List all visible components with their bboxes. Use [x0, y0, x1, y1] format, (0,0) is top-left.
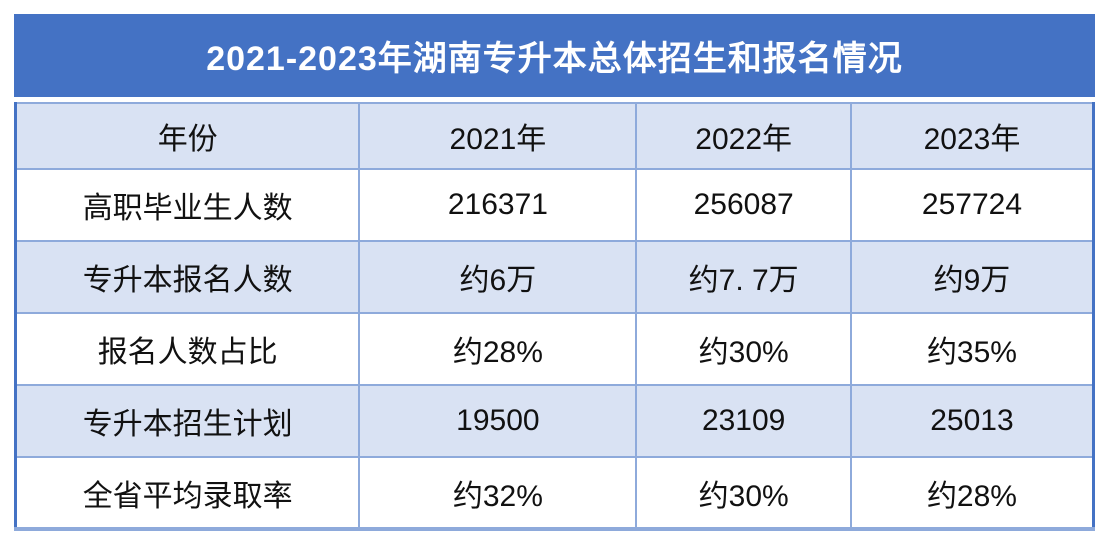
header-cell-2022: 2022年 [635, 102, 852, 170]
header-cell-2023: 2023年 [849, 102, 1095, 170]
table-row-admission-rate: 全省平均录取率 约32% 约30% 约28% [14, 456, 1095, 530]
value-cell: 257724 [849, 168, 1095, 242]
row-label-graduates: 高职毕业生人数 [14, 168, 361, 242]
header-row: 年份 2021年 2022年 2023年 [14, 102, 1095, 170]
value-cell: 约30% [635, 456, 852, 530]
table-row-enrollment-plan: 专升本招生计划 19500 23109 25013 [14, 384, 1095, 458]
row-label-applicants: 专升本报名人数 [14, 240, 361, 314]
value-cell: 约28% [849, 456, 1095, 530]
header-cell-year: 年份 [14, 102, 361, 170]
value-cell: 256087 [635, 168, 852, 242]
value-cell: 约6万 [358, 240, 638, 314]
row-label-enrollment-plan: 专升本招生计划 [14, 384, 361, 458]
table-row-applicants: 专升本报名人数 约6万 约7. 7万 约9万 [14, 240, 1095, 314]
table-title-banner: 2021-2023年湖南专升本总体招生和报名情况 [14, 14, 1095, 97]
value-cell: 约30% [635, 312, 852, 386]
value-cell: 25013 [849, 384, 1095, 458]
value-cell: 23109 [635, 384, 852, 458]
row-label-admission-rate: 全省平均录取率 [14, 456, 361, 530]
table-row-graduates: 高职毕业生人数 216371 256087 257724 [14, 168, 1095, 242]
value-cell: 约32% [358, 456, 638, 530]
value-cell: 216371 [358, 168, 638, 242]
value-cell: 19500 [358, 384, 638, 458]
value-cell: 约28% [358, 312, 638, 386]
header-cell-2021: 2021年 [358, 102, 638, 170]
value-cell: 约9万 [849, 240, 1095, 314]
value-cell: 约35% [849, 312, 1095, 386]
table-title: 2021-2023年湖南专升本总体招生和报名情况 [206, 40, 903, 78]
table-row-applicant-ratio: 报名人数占比 约28% 约30% 约35% [14, 312, 1095, 386]
stats-table: 年份 2021年 2022年 2023年 高职毕业生人数 216371 2560… [14, 102, 1095, 531]
row-label-applicant-ratio: 报名人数占比 [14, 312, 361, 386]
value-cell: 约7. 7万 [635, 240, 852, 314]
